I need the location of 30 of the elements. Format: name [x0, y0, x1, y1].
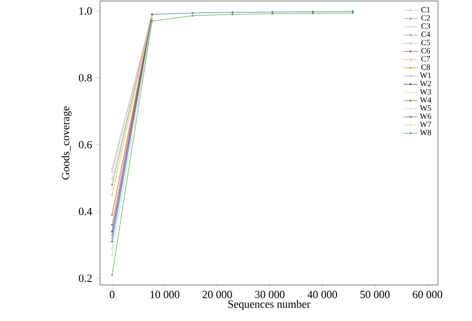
y-tick-label: 0.4: [78, 208, 92, 216]
legend-label: C7: [421, 56, 430, 62]
x-tick-label: 20 000: [202, 290, 232, 298]
x-tick-label: 0: [110, 290, 114, 298]
x-tick-label: 30 000: [255, 290, 284, 298]
legend-label: C4: [421, 32, 430, 38]
y-tick-label: 0.8: [78, 74, 92, 82]
legend-label: W7: [420, 122, 432, 128]
legend-label: C2: [421, 15, 430, 21]
x-axis-title: Sequences number: [228, 300, 310, 310]
legend-label: W1: [420, 72, 431, 78]
legend-label: C5: [421, 40, 430, 46]
x-tick-label: 40 000: [307, 290, 338, 298]
x-tick-label: 50 000: [360, 290, 390, 298]
legend-label: W2: [420, 80, 431, 86]
legend-label: C1: [421, 7, 430, 12]
legend-label: C3: [421, 23, 430, 29]
y-axis-title: Goods_coverage: [62, 106, 72, 180]
x-tick-label: 10 000: [150, 290, 180, 298]
legend-label: C8: [421, 64, 430, 70]
legend-label: W3: [420, 89, 432, 94]
legend-label: W4: [420, 97, 432, 103]
legend-label: W5: [420, 105, 432, 111]
legend-label: W8: [420, 130, 432, 136]
y-tick-label: 0.2: [78, 274, 92, 282]
x-tick-label: 60 000: [412, 290, 442, 298]
legend-label: W6: [420, 114, 432, 119]
legend-label: C6: [421, 48, 430, 54]
y-tick-label: 1.0: [79, 7, 92, 15]
y-tick-label: 0.6: [78, 140, 92, 148]
